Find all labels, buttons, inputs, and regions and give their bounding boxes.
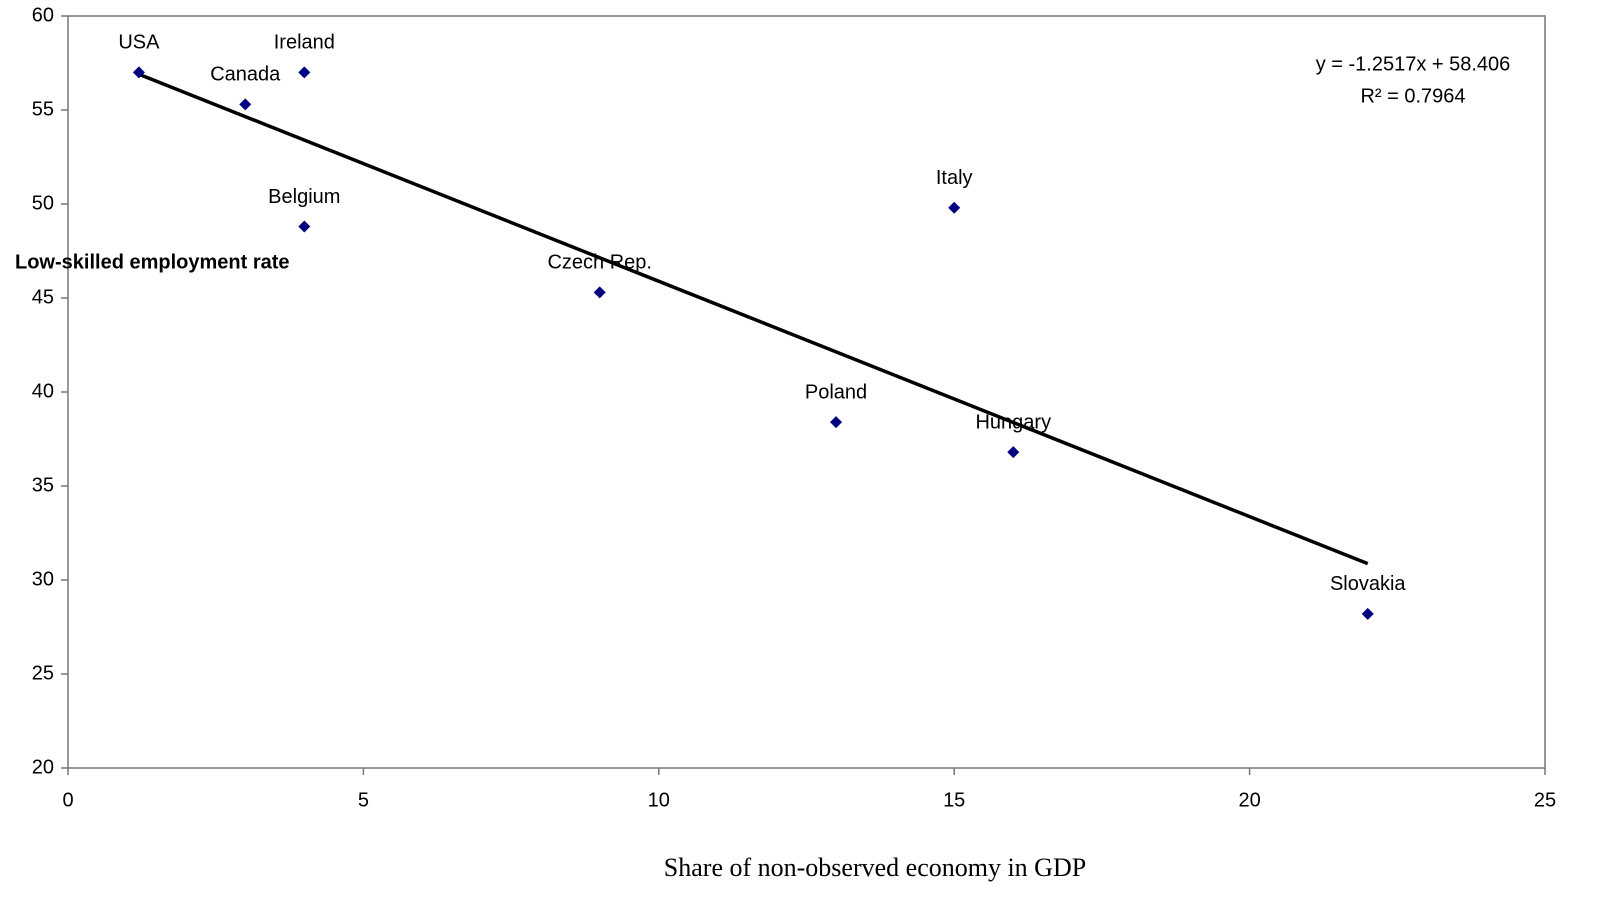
x-axis-label: Share of non-observed economy in GDP — [664, 853, 1086, 882]
trend-equation: y = -1.2517x + 58.406 — [1316, 53, 1511, 75]
point-label: Hungary — [975, 411, 1051, 433]
point — [298, 220, 311, 233]
trend-r-squared: R² = 0.7964 — [1360, 85, 1465, 107]
point-label: Belgium — [268, 186, 340, 208]
point-label: Ireland — [274, 32, 335, 54]
y-tick-label: 35 — [32, 474, 54, 496]
point — [593, 286, 606, 299]
point-label: Poland — [805, 381, 867, 403]
y-axis-label: Low-skilled employment rate — [15, 251, 290, 273]
y-tick-label: 25 — [32, 662, 54, 684]
y-tick-label: 40 — [32, 380, 54, 402]
point — [830, 416, 843, 429]
point-label: Czech Rep. — [547, 252, 652, 274]
point — [298, 66, 311, 79]
point — [1361, 607, 1374, 620]
point — [1007, 446, 1020, 459]
x-tick-label: 20 — [1238, 789, 1260, 811]
x-tick-label: 0 — [62, 789, 73, 811]
point-label: Italy — [936, 167, 973, 189]
point — [132, 66, 145, 79]
x-tick-label: 25 — [1534, 789, 1556, 811]
y-tick-label: 20 — [32, 756, 54, 778]
x-tick-label: 15 — [943, 789, 965, 811]
x-tick-label: 5 — [358, 789, 369, 811]
trendline — [138, 72, 1369, 566]
y-tick-label: 45 — [32, 286, 54, 308]
point-label: Canada — [210, 64, 281, 86]
y-tick-label: 60 — [32, 4, 54, 26]
y-tick-label: 50 — [32, 192, 54, 214]
x-tick-label: 10 — [648, 789, 670, 811]
y-tick-label: 30 — [32, 568, 54, 590]
point — [239, 98, 252, 111]
point-label: USA — [118, 32, 160, 54]
point — [948, 201, 961, 214]
y-tick-label: 55 — [32, 98, 54, 120]
point-label: Slovakia — [1330, 573, 1406, 595]
